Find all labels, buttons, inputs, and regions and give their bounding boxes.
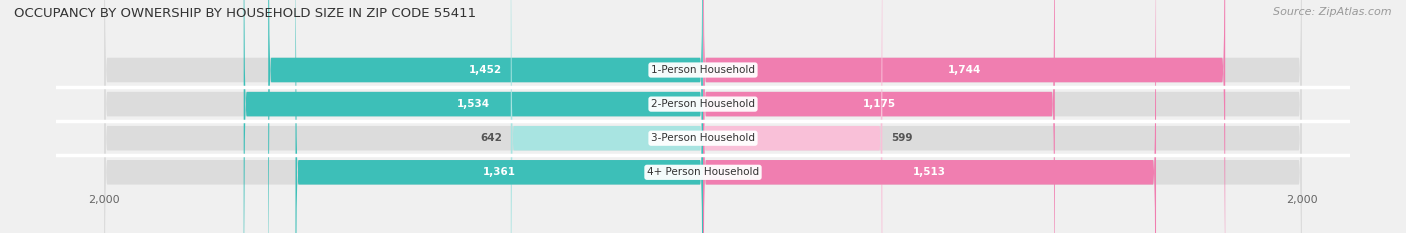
FancyBboxPatch shape xyxy=(510,0,703,233)
FancyBboxPatch shape xyxy=(703,0,1156,233)
FancyBboxPatch shape xyxy=(104,0,1302,233)
Text: OCCUPANCY BY OWNERSHIP BY HOUSEHOLD SIZE IN ZIP CODE 55411: OCCUPANCY BY OWNERSHIP BY HOUSEHOLD SIZE… xyxy=(14,7,477,20)
Text: 599: 599 xyxy=(891,133,912,143)
FancyBboxPatch shape xyxy=(243,0,703,233)
Text: 1,744: 1,744 xyxy=(948,65,981,75)
FancyBboxPatch shape xyxy=(703,0,1054,233)
Text: 1,534: 1,534 xyxy=(457,99,489,109)
Text: 1,361: 1,361 xyxy=(482,167,516,177)
FancyBboxPatch shape xyxy=(104,0,1302,233)
Text: 3-Person Household: 3-Person Household xyxy=(651,133,755,143)
FancyBboxPatch shape xyxy=(295,0,703,233)
Text: 642: 642 xyxy=(479,133,502,143)
FancyBboxPatch shape xyxy=(703,0,883,233)
Text: 1,513: 1,513 xyxy=(912,167,946,177)
Text: 1,175: 1,175 xyxy=(862,99,896,109)
Text: 1,452: 1,452 xyxy=(470,65,502,75)
FancyBboxPatch shape xyxy=(104,0,1302,233)
Text: 1-Person Household: 1-Person Household xyxy=(651,65,755,75)
Text: 2-Person Household: 2-Person Household xyxy=(651,99,755,109)
Text: 4+ Person Household: 4+ Person Household xyxy=(647,167,759,177)
Text: Source: ZipAtlas.com: Source: ZipAtlas.com xyxy=(1274,7,1392,17)
FancyBboxPatch shape xyxy=(269,0,703,233)
FancyBboxPatch shape xyxy=(703,0,1225,233)
FancyBboxPatch shape xyxy=(104,0,1302,233)
